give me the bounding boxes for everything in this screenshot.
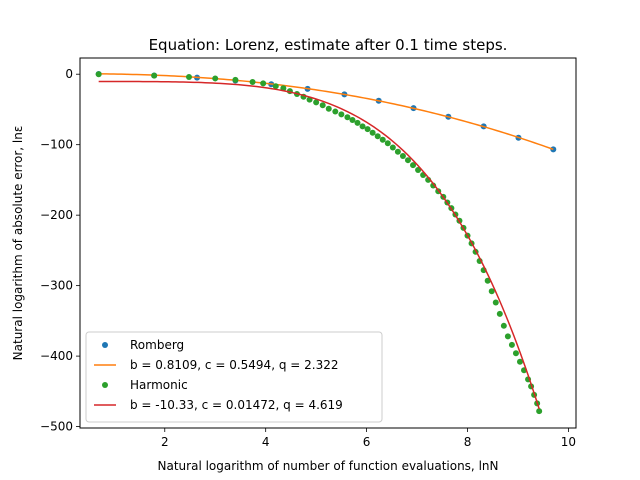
- legend-entry: b = -10.33, c = 0.01472, q = 4.619: [94, 398, 343, 412]
- data-point: [232, 76, 239, 83]
- plot-frame: [79, 57, 577, 429]
- legend-label: Romberg: [130, 338, 184, 352]
- data-point: [151, 72, 158, 79]
- data-point: [508, 341, 515, 348]
- data-point: [374, 133, 381, 140]
- y-tick-label: −400: [40, 349, 73, 363]
- data-point: [415, 167, 422, 174]
- x-axis-label: Natural logarithm of number of function …: [158, 459, 499, 473]
- y-tick-label: −500: [40, 420, 73, 434]
- data-point: [512, 350, 519, 357]
- series-1: [98, 73, 554, 151]
- x-tick-label: 8: [464, 435, 472, 449]
- x-tick-label: 6: [363, 435, 371, 449]
- data-point: [344, 114, 351, 121]
- legend-box: [85, 331, 383, 423]
- data-point: [272, 83, 279, 90]
- series-3: [98, 80, 540, 410]
- legend-swatch: [102, 342, 108, 348]
- data-point: [500, 322, 507, 329]
- legend-entry: Harmonic: [102, 378, 188, 392]
- fit-line-1: [98, 73, 554, 151]
- data-point: [369, 129, 376, 136]
- x-tick-label: 4: [262, 435, 270, 449]
- data-point: [384, 140, 391, 147]
- data-point: [488, 288, 495, 295]
- fit-line-3: [98, 80, 540, 410]
- data-point: [536, 408, 543, 415]
- data-point: [430, 182, 437, 189]
- data-point: [389, 144, 396, 151]
- y-tick-label: −100: [40, 138, 73, 152]
- chart-title: Equation: Lorenz, estimate after 0.1 tim…: [149, 36, 508, 54]
- data-point: [338, 111, 345, 118]
- data-point: [364, 126, 371, 133]
- data-point: [95, 71, 102, 78]
- data-point: [410, 162, 417, 169]
- data-point: [394, 148, 401, 155]
- data-point: [404, 157, 411, 164]
- data-point: [379, 136, 386, 143]
- legend-entry: b = 0.8109, c = 0.5494, q = 2.322: [94, 358, 338, 372]
- y-tick-label: 0: [65, 67, 73, 81]
- legend-swatch: [102, 382, 108, 388]
- legend-label: b = 0.8109, c = 0.5494, q = 2.322: [130, 358, 338, 372]
- data-point: [332, 108, 339, 115]
- x-tick-label: 2: [161, 435, 169, 449]
- data-point: [492, 299, 499, 306]
- y-tick-label: −200: [40, 208, 73, 222]
- data-point: [349, 117, 356, 124]
- data-point: [325, 105, 332, 112]
- y-axis-label: Natural logarithm of absolute error, lnε: [11, 126, 25, 361]
- x-tick-label: 10: [561, 435, 576, 449]
- y-tick-label: −300: [40, 279, 73, 293]
- data-point: [516, 358, 523, 365]
- data-point: [313, 99, 320, 106]
- data-point: [399, 152, 406, 159]
- data-point: [354, 119, 361, 126]
- data-point: [496, 310, 503, 317]
- data-point: [359, 123, 366, 130]
- data-point: [185, 74, 192, 81]
- data-point: [504, 333, 511, 340]
- legend-label: b = -10.33, c = 0.01472, q = 4.619: [130, 398, 343, 412]
- data-point: [260, 80, 267, 87]
- data-point: [319, 102, 326, 109]
- legend-entry: Romberg: [102, 338, 184, 352]
- data-point: [212, 75, 219, 82]
- data-point: [249, 78, 256, 85]
- legend-label: Harmonic: [130, 378, 188, 392]
